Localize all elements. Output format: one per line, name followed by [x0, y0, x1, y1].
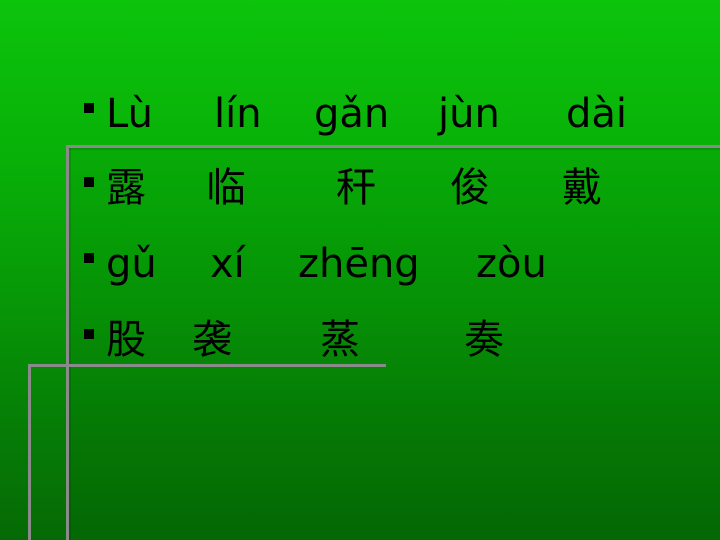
pinyin-word: dài — [566, 91, 628, 137]
square-bullet-icon — [84, 103, 94, 113]
square-bullet-icon — [84, 177, 94, 187]
square-bullet-icon — [84, 253, 94, 263]
frame-lower-top-line — [28, 364, 386, 367]
pinyin-word: gǎn — [314, 91, 390, 137]
pinyin-word: xí — [210, 241, 245, 287]
content-panel — [69, 148, 720, 540]
frame-lower-left-line — [28, 364, 31, 540]
hanzi-char: 袭 — [192, 317, 232, 363]
hanzi-char: 露 — [106, 165, 146, 211]
pinyin-word: zhēng — [298, 241, 420, 287]
hanzi-char: 临 — [206, 165, 246, 211]
hanzi-char: 戴 — [562, 165, 602, 211]
pinyin-word: jùn — [438, 91, 500, 137]
hanzi-char: 股 — [106, 317, 146, 363]
hanzi-char: 秆 — [336, 165, 376, 211]
pinyin-word: gǔ — [106, 241, 157, 287]
pinyin-word: zòu — [476, 241, 547, 287]
frame-left-line — [66, 145, 69, 540]
frame-top-line — [66, 145, 720, 148]
pinyin-word: Lù — [106, 91, 153, 137]
pinyin-word: lín — [214, 91, 262, 137]
square-bullet-icon — [84, 329, 94, 339]
frame-shadow-top — [69, 148, 720, 150]
hanzi-char: 蒸 — [320, 317, 360, 363]
hanzi-char: 俊 — [450, 165, 490, 211]
frame-shadow-left — [69, 148, 71, 540]
hanzi-char: 奏 — [464, 317, 504, 363]
